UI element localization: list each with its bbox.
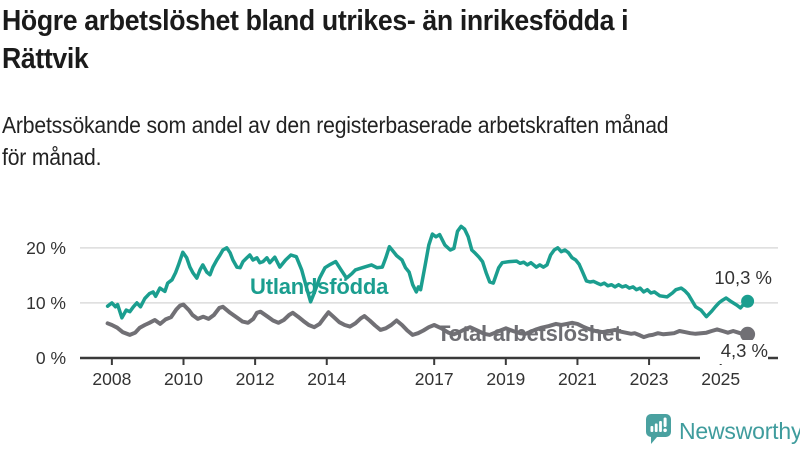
x-axis-label: 2019 [486, 369, 525, 389]
end-value-total-arbetsloshet: 4,3 % [700, 340, 768, 364]
newsworthy-logo-text: Newsworthy [679, 418, 800, 444]
newsworthy-logo: Newsworthy [646, 414, 800, 449]
x-axis-label: 2021 [558, 369, 597, 389]
chart-subtitle: Arbetssökande som andel av den registerb… [2, 109, 800, 173]
series-end-dot-utlandsfodda [741, 294, 755, 308]
end-value-utlandsfodda: 10,3 % [714, 267, 772, 288]
x-axis-label: 2025 [701, 369, 740, 389]
series-line-total [105, 302, 750, 340]
series-label-total-arbetsloshet: Total arbetslöshet [437, 321, 622, 346]
x-axis-label: 2008 [92, 369, 131, 389]
title-line-2: Rättvik [2, 43, 89, 75]
bar-chart-speech-bubble-icon [646, 414, 671, 449]
y-axis-label: 20 % [26, 238, 66, 258]
y-axis-label: 10 % [26, 293, 66, 313]
x-axis-label: 2012 [236, 369, 275, 389]
subtitle-line-2: för månad. [2, 144, 102, 170]
subtitle-line-1: Arbetssökande som andel av den registerb… [2, 112, 669, 138]
series-line-utlandsfodda [105, 224, 750, 320]
title-line-1: Högre arbetslöshet bland utrikes- än inr… [2, 5, 629, 37]
y-axis-label: 0 % [36, 348, 66, 368]
series-end-dot-total [740, 326, 756, 342]
page-title: Högre arbetslöshet bland utrikes- än inr… [2, 2, 800, 78]
x-axis-label: 2010 [164, 369, 203, 389]
x-axis-label: 2023 [630, 369, 669, 389]
series-label-utlandsfodda: Utlandsfödda [250, 274, 389, 299]
x-axis-label: 2014 [307, 369, 346, 389]
x-axis-label: 2017 [415, 369, 454, 389]
